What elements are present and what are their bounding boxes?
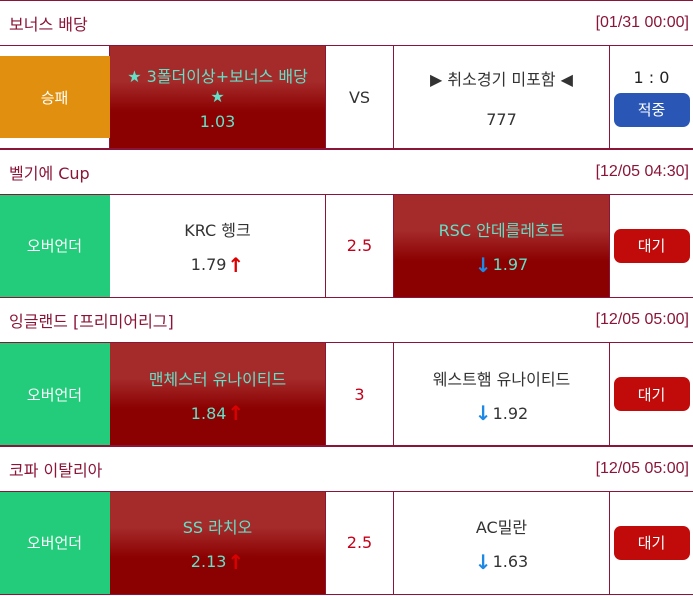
match-section: 코파 이탈리아 [12/05 05:00] 오버언더 SS 라치오 2.13 ↑ 2.5 AC… bbox=[0, 445, 693, 595]
league-header: 벨기에 Cup [12/05 04:30] bbox=[0, 148, 693, 195]
handicap-value: VS bbox=[348, 87, 371, 107]
league-header: 코파 이탈리아 [12/05 05:00] bbox=[0, 445, 693, 492]
match-row: 오버언더 맨체스터 유나이티드 1.84 ↑ 3 웨스트햄 유나이티드 ↓ 1.92 대기 bbox=[0, 343, 693, 446]
status-button[interactable]: 대기 bbox=[613, 525, 690, 560]
status-cell: 대기 bbox=[610, 492, 693, 594]
home-odds: 1.84 ↑ bbox=[190, 401, 245, 425]
match-row: 승패 ★ 3폴더이상+보너스 배당 ★ 1.03 VS ▶ 취소경기 미포함 ◀ 777 1… bbox=[0, 46, 693, 149]
bet-type-cell: 승패 bbox=[0, 46, 110, 148]
away-odds: 777 bbox=[486, 110, 517, 129]
away-odds-value: 1.63 bbox=[492, 552, 529, 571]
bet-type-label: 승패 bbox=[0, 56, 110, 138]
league-name: 벨기에 Cup bbox=[9, 163, 90, 183]
away-team-name: 웨스트햄 유나이티드 bbox=[432, 369, 571, 389]
match-time: [12/05 05:00] bbox=[595, 311, 689, 328]
away-odds-value: 777 bbox=[486, 109, 517, 129]
home-team-cell[interactable]: ★ 3폴더이상+보너스 배당 ★ 1.03 bbox=[110, 46, 326, 148]
home-odds-value: 2.13 bbox=[190, 552, 227, 571]
away-team-cell[interactable]: 웨스트햄 유나이티드 ↓ 1.92 bbox=[394, 343, 610, 445]
away-odds: ↓ 1.92 bbox=[474, 401, 529, 425]
home-team-name: 맨체스터 유나이티드 bbox=[148, 369, 287, 389]
arrow-up-icon: ↑ bbox=[227, 252, 245, 277]
away-team-cell[interactable]: AC밀란 ↓ 1.63 bbox=[394, 491, 610, 594]
handicap-cell: 2.5 bbox=[326, 491, 394, 594]
home-odds-value: 1.03 bbox=[199, 112, 236, 131]
home-team-cell[interactable]: 맨체스터 유나이티드 1.84 ↑ bbox=[110, 343, 326, 445]
arrow-down-icon: ↓ bbox=[474, 252, 492, 277]
bet-type-cell: 오버언더 bbox=[0, 343, 110, 445]
bet-type-cell: 오버언더 bbox=[0, 491, 110, 594]
home-team-name: KRC 헹크 bbox=[184, 221, 251, 240]
home-odds-value: 1.79 bbox=[190, 255, 227, 274]
home-odds: 2.13 ↑ bbox=[190, 549, 245, 574]
status-button[interactable]: 대기 bbox=[613, 228, 690, 263]
match-time: [01/31 00:00] bbox=[595, 14, 689, 31]
away-odds-value: 1.97 bbox=[492, 255, 529, 274]
away-odds: ↓ 1.97 bbox=[474, 252, 529, 277]
bet-type-cell: 오버언더 bbox=[0, 194, 110, 297]
handicap-cell: VS bbox=[326, 46, 394, 148]
match-section: 잉글랜드 [프리미어리그] [12/05 05:00] 오버언더 맨체스터 유나이티드… bbox=[0, 297, 693, 446]
league-name: 코파 이탈리아 bbox=[9, 460, 103, 480]
home-team-cell[interactable]: SS 라치오 2.13 ↑ bbox=[110, 491, 326, 594]
arrow-up-icon: ↑ bbox=[227, 401, 245, 425]
handicap-cell: 3 bbox=[326, 343, 394, 445]
status-cell: 1 : 0 적중 bbox=[610, 46, 693, 148]
match-section: 벨기에 Cup [12/05 04:30] 오버언더 KRC 헹크 1.79 ↑ 2.5 RS… bbox=[0, 148, 693, 298]
status-button[interactable]: 적중 bbox=[613, 92, 690, 127]
match-row: 오버언더 KRC 헹크 1.79 ↑ 2.5 RSC 안데를레흐트 ↓ 1.97 대기 bbox=[0, 194, 693, 298]
status-cell: 대기 bbox=[610, 343, 693, 445]
status-button[interactable]: 대기 bbox=[613, 377, 690, 411]
away-team-name: RSC 안데를레흐트 bbox=[438, 221, 565, 240]
match-section: 보너스 배당 [01/31 00:00] 승패 ★ 3폴더이상+보너스 배당 ★ 1.0… bbox=[0, 0, 693, 149]
arrow-up-icon: ↑ bbox=[227, 549, 245, 574]
home-team-cell[interactable]: KRC 헹크 1.79 ↑ bbox=[110, 194, 326, 297]
away-odds: ↓ 1.63 bbox=[474, 549, 529, 574]
home-odds-value: 1.84 bbox=[190, 403, 227, 423]
handicap-value: 3 bbox=[354, 384, 365, 404]
away-team-name: ▶ 취소경기 미포함 ◀ bbox=[430, 69, 573, 89]
home-team-name: SS 라치오 bbox=[182, 518, 253, 537]
league-name: 보너스 배당 bbox=[9, 15, 88, 34]
arrow-down-icon: ↓ bbox=[474, 401, 492, 425]
away-team-cell[interactable]: ▶ 취소경기 미포함 ◀ 777 bbox=[394, 46, 610, 148]
bet-type-label: 오버언더 bbox=[0, 343, 110, 445]
match-row: 오버언더 SS 라치오 2.13 ↑ 2.5 AC밀란 ↓ 1.63 대기 bbox=[0, 491, 693, 595]
away-team-name: AC밀란 bbox=[475, 518, 528, 537]
bet-type-label: 오버언더 bbox=[0, 194, 110, 297]
away-odds-value: 1.92 bbox=[492, 403, 529, 423]
arrow-down-icon: ↓ bbox=[474, 549, 492, 574]
away-team-cell[interactable]: RSC 안데를레흐트 ↓ 1.97 bbox=[394, 194, 610, 297]
league-name: 잉글랜드 [프리미어리그] bbox=[9, 312, 174, 331]
match-score: 1 : 0 bbox=[633, 67, 670, 87]
match-time: [12/05 04:30] bbox=[595, 162, 689, 180]
handicap-value: 2.5 bbox=[346, 236, 373, 255]
handicap-cell: 2.5 bbox=[326, 194, 394, 297]
league-header: 보너스 배당 [01/31 00:00] bbox=[0, 0, 693, 46]
home-team-name: ★ 3폴더이상+보너스 배당 ★ bbox=[127, 67, 308, 106]
league-header: 잉글랜드 [프리미어리그] [12/05 05:00] bbox=[0, 297, 693, 343]
status-cell: 대기 bbox=[610, 195, 693, 297]
home-odds: 1.03 bbox=[200, 112, 236, 131]
home-odds: 1.79 ↑ bbox=[190, 252, 245, 277]
handicap-value: 2.5 bbox=[346, 533, 373, 552]
bet-type-label: 오버언더 bbox=[0, 491, 110, 594]
match-time: [12/05 05:00] bbox=[595, 459, 689, 477]
